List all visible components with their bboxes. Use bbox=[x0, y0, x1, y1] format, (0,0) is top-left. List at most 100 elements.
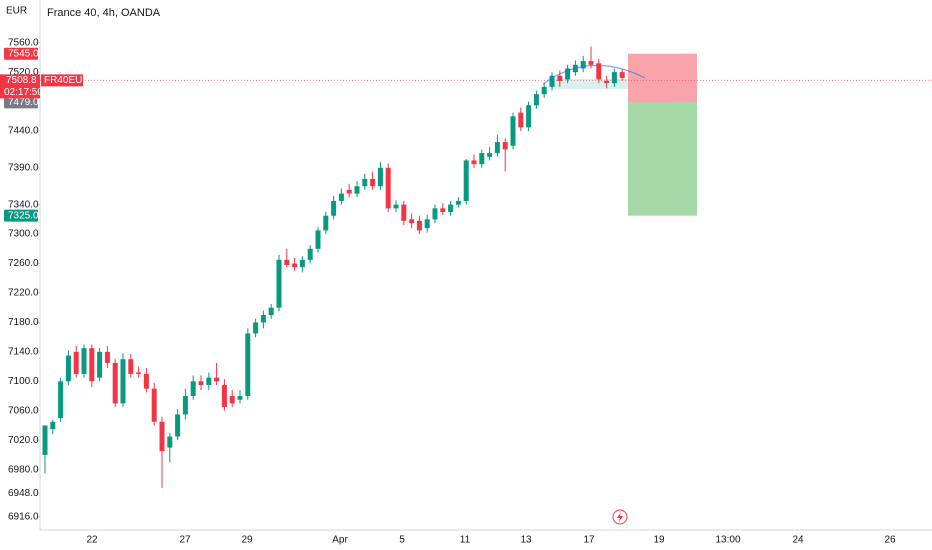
candle-body bbox=[190, 381, 196, 397]
candle-body bbox=[292, 263, 298, 268]
candle-body bbox=[565, 68, 571, 80]
y-tick-label: 7520.0 bbox=[8, 67, 39, 78]
pattern-shade bbox=[552, 79, 628, 89]
candle-body bbox=[377, 167, 383, 187]
candle-body bbox=[448, 204, 454, 212]
stop-zone bbox=[628, 53, 697, 103]
candle-body bbox=[580, 61, 586, 69]
countdown-tag: 02:17:50 bbox=[4, 87, 43, 98]
candle-body bbox=[604, 80, 610, 84]
candle-body bbox=[323, 215, 329, 231]
candle-body bbox=[619, 72, 625, 79]
candle-body bbox=[518, 112, 524, 128]
candle-body bbox=[541, 86, 547, 95]
candle-body bbox=[526, 105, 532, 128]
y-tick-label: 7140.0 bbox=[8, 347, 39, 358]
stop-tag-bg bbox=[4, 47, 38, 60]
candle-body bbox=[409, 219, 415, 224]
candle-body bbox=[268, 307, 274, 316]
x-tick-label: 5 bbox=[399, 535, 405, 546]
last-price-tag-bg bbox=[0, 74, 40, 99]
candle-body bbox=[424, 219, 430, 229]
candle-body bbox=[611, 72, 617, 84]
y-tick-label: 6916.0 bbox=[8, 511, 39, 522]
x-tick-label: 22 bbox=[86, 535, 98, 546]
target-tag-bg bbox=[4, 209, 38, 222]
candle-body bbox=[206, 377, 212, 385]
target-tag: 7325.0 bbox=[8, 210, 39, 221]
x-tick-label: 13 bbox=[520, 535, 532, 546]
candle-body bbox=[167, 436, 173, 448]
candle-body bbox=[549, 75, 555, 87]
candle-body bbox=[440, 208, 446, 212]
candle-body bbox=[479, 153, 485, 165]
candle-body bbox=[416, 220, 422, 231]
last-price-tag: 7508.8 bbox=[6, 75, 37, 86]
candle-body bbox=[237, 396, 243, 400]
plot: 7560.0 7520.0 7440.0 7390.0 7340.0 7300.0 7260… bbox=[8, 37, 932, 546]
stop-tag: 7545.0 bbox=[8, 48, 39, 59]
y-tick-label: 7440.0 bbox=[8, 126, 39, 137]
candle-body bbox=[214, 377, 220, 382]
symbol-tag: FR40EUR bbox=[44, 75, 90, 86]
candle-body bbox=[487, 153, 493, 157]
x-tick-label: 26 bbox=[884, 535, 896, 546]
candle-body bbox=[432, 208, 438, 220]
x-tick-label: Apr bbox=[332, 535, 348, 546]
symbol-tag-bg bbox=[41, 74, 83, 87]
candle-body bbox=[362, 178, 368, 187]
currency-label: EUR bbox=[6, 6, 27, 17]
y-tick-label: 7180.0 bbox=[8, 317, 39, 328]
y-tick-label: 7220.0 bbox=[8, 288, 39, 299]
candle-body bbox=[370, 178, 376, 187]
candle-body bbox=[50, 421, 56, 430]
x-tick-label: 29 bbox=[241, 535, 253, 546]
candle-body bbox=[175, 414, 181, 437]
candle-body bbox=[533, 94, 539, 106]
y-tick-label: 6948.0 bbox=[8, 488, 39, 499]
candle-body bbox=[112, 362, 118, 404]
candle-body bbox=[494, 142, 500, 154]
candle-body bbox=[159, 421, 165, 452]
pattern-arc bbox=[542, 64, 646, 85]
candle-body bbox=[393, 204, 399, 209]
x-tick-label: 19 bbox=[653, 535, 665, 546]
candle-body bbox=[385, 167, 391, 209]
x-tick-label: 27 bbox=[179, 535, 191, 546]
candle-body bbox=[502, 142, 508, 150]
candle-body bbox=[81, 348, 87, 374]
candle-body bbox=[120, 359, 126, 404]
candle-body bbox=[346, 189, 352, 194]
candle-body bbox=[455, 200, 461, 205]
candle-body bbox=[401, 204, 407, 221]
candle-body bbox=[198, 381, 204, 385]
candle-body bbox=[97, 351, 103, 378]
candle-body bbox=[229, 396, 235, 404]
y-tick-label: 7560.0 bbox=[8, 37, 39, 48]
candle-body bbox=[65, 355, 71, 382]
entry-tag: 7479.0 bbox=[8, 97, 39, 108]
candle-body bbox=[245, 333, 251, 397]
y-tick-label: 7260.0 bbox=[8, 258, 39, 269]
candle-body bbox=[58, 381, 64, 419]
candle-body bbox=[221, 384, 227, 408]
x-tick-label: 13:00 bbox=[715, 535, 740, 546]
x-tick-label: 11 bbox=[460, 535, 471, 546]
candle-body bbox=[596, 63, 602, 80]
candle-body bbox=[128, 359, 134, 374]
chart-title: France 40, 4h, OANDA bbox=[47, 7, 161, 19]
candle-body bbox=[557, 75, 563, 81]
candle-body bbox=[136, 372, 142, 374]
y-tick-label: 7060.0 bbox=[8, 405, 39, 416]
candle-body bbox=[104, 351, 110, 363]
target-zone bbox=[628, 102, 697, 216]
candle-body bbox=[471, 160, 477, 165]
candle-body bbox=[307, 248, 313, 260]
candle-body bbox=[42, 425, 48, 455]
candle-body bbox=[276, 259, 282, 308]
y-tick-label: 7300.0 bbox=[8, 229, 39, 240]
candle-body bbox=[299, 259, 305, 268]
replay-icon[interactable] bbox=[612, 509, 628, 525]
candle-body bbox=[143, 373, 149, 389]
